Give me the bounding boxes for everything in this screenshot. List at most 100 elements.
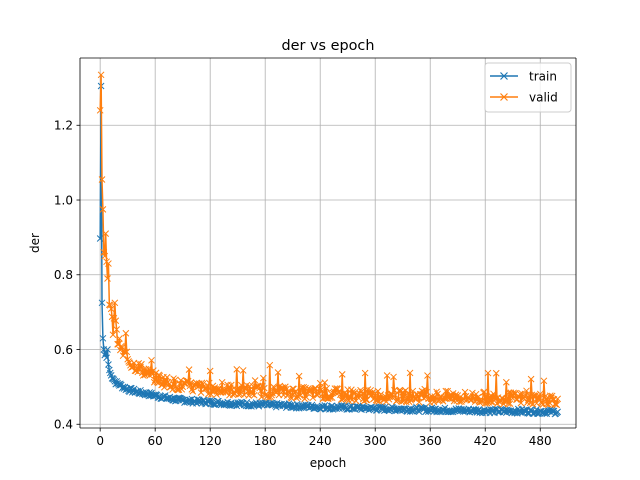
data-point-valid: [517, 399, 525, 407]
data-point-valid: [486, 393, 494, 400]
data-point-valid: [442, 387, 450, 395]
x-tick-label: 420: [474, 434, 497, 448]
data-point-valid: [189, 387, 197, 395]
data-point-valid: [406, 369, 414, 377]
data-point-valid: [300, 383, 308, 391]
data-point-valid: [554, 395, 562, 403]
data-point-valid: [113, 326, 121, 333]
data-point-valid: [101, 252, 109, 260]
data-point-train: [554, 408, 562, 416]
y-tick-label: 1.2: [54, 119, 73, 133]
data-point-valid: [318, 387, 326, 395]
data-point-valid: [175, 386, 183, 393]
data-point-valid: [235, 391, 242, 398]
data-point-valid: [424, 372, 431, 379]
data-point-valid: [553, 401, 561, 409]
data-point-valid: [383, 372, 391, 379]
data-point-valid: [107, 305, 115, 313]
y-tick-label: 0.8: [54, 268, 73, 282]
chart-title: der vs epoch: [282, 38, 375, 54]
data-point-valid: [472, 390, 480, 398]
data-point-valid: [123, 348, 131, 356]
data-point-valid: [527, 375, 535, 383]
legend: train valid: [484, 62, 572, 113]
x-tick-label: 120: [199, 434, 222, 448]
data-point-train: [96, 235, 104, 242]
data-point-valid: [545, 401, 552, 409]
data-point-valid: [321, 379, 329, 386]
data-point-valid: [348, 396, 356, 404]
data-point-train: [516, 408, 524, 416]
data-point-valid: [114, 340, 121, 348]
data-point-valid: [99, 206, 107, 213]
data-point-valid: [524, 399, 531, 406]
y-tick-label: 1.0: [54, 193, 73, 207]
data-point-train: [99, 334, 107, 342]
data-point-valid: [258, 393, 265, 401]
data-point-valid: [179, 383, 187, 391]
data-point-valid: [480, 388, 488, 396]
y-tick-label: 0.4: [54, 418, 73, 432]
data-point-valid: [295, 372, 303, 380]
data-point-valid: [204, 390, 212, 398]
y-axis-label: der: [28, 233, 42, 253]
data-point-train: [431, 405, 439, 413]
data-point-valid: [251, 377, 259, 384]
data-point-valid: [139, 372, 147, 379]
data-point-valid: [326, 394, 334, 402]
data-point-valid: [358, 388, 365, 395]
axes-frame: [79, 57, 577, 429]
data-point-valid: [536, 390, 544, 398]
data-point-valid: [484, 369, 492, 377]
data-point-valid: [467, 396, 474, 404]
data-point-valid: [409, 387, 417, 395]
data-point-valid: [274, 369, 282, 376]
legend-marker-valid: [500, 93, 508, 101]
data-point-valid: [349, 388, 357, 396]
data-point-train: [379, 403, 386, 411]
data-point-valid: [340, 394, 348, 402]
data-point-valid: [506, 400, 514, 408]
x-axis-label: epoch: [310, 456, 347, 470]
data-point-valid: [523, 387, 530, 395]
legend-marker-train: [500, 72, 508, 80]
data-point-valid: [390, 373, 397, 381]
ticks: 0 60 120 180 240 300 360 420 480 0.4 0.6 0.8 1.0 1.2: [54, 119, 552, 448]
data-point-valid: [423, 388, 430, 396]
data-point-valid: [359, 390, 366, 397]
legend-label-train: train: [529, 69, 557, 83]
data-point-valid: [404, 389, 412, 397]
data-point-train: [258, 401, 265, 409]
data-point-valid: [268, 391, 275, 399]
x-tick-label: 180: [254, 434, 277, 448]
data-point-valid: [377, 391, 385, 398]
data-point-train: [429, 405, 437, 413]
series-valid: [96, 71, 562, 409]
data-point-valid: [215, 385, 222, 393]
data-point-train: [105, 361, 112, 368]
data-point-valid: [461, 388, 469, 396]
x-tick-label: 0: [96, 434, 104, 448]
data-point-valid: [411, 395, 418, 402]
data-point-train: [98, 299, 106, 307]
data-point-valid: [206, 367, 214, 375]
data-point-valid: [154, 379, 162, 387]
data-point-valid: [540, 377, 548, 385]
data-point-train: [103, 354, 110, 362]
x-tick-label: 360: [419, 434, 442, 448]
data-point-valid: [102, 230, 110, 238]
data-point-valid: [338, 371, 346, 378]
data-point-valid: [250, 391, 258, 399]
data-point-valid: [266, 361, 274, 369]
data-point-valid: [421, 385, 429, 393]
data-point-valid: [535, 395, 543, 403]
data-point-valid: [124, 355, 132, 363]
x-tick-label: 240: [309, 434, 332, 448]
y-tick-label: 0.6: [54, 343, 73, 357]
data-point-valid: [98, 176, 106, 183]
series-layer: [96, 71, 562, 418]
data-point-valid: [249, 390, 256, 398]
data-point-train: [182, 398, 189, 405]
data-point-valid: [267, 393, 275, 401]
data-point-valid: [185, 366, 193, 373]
